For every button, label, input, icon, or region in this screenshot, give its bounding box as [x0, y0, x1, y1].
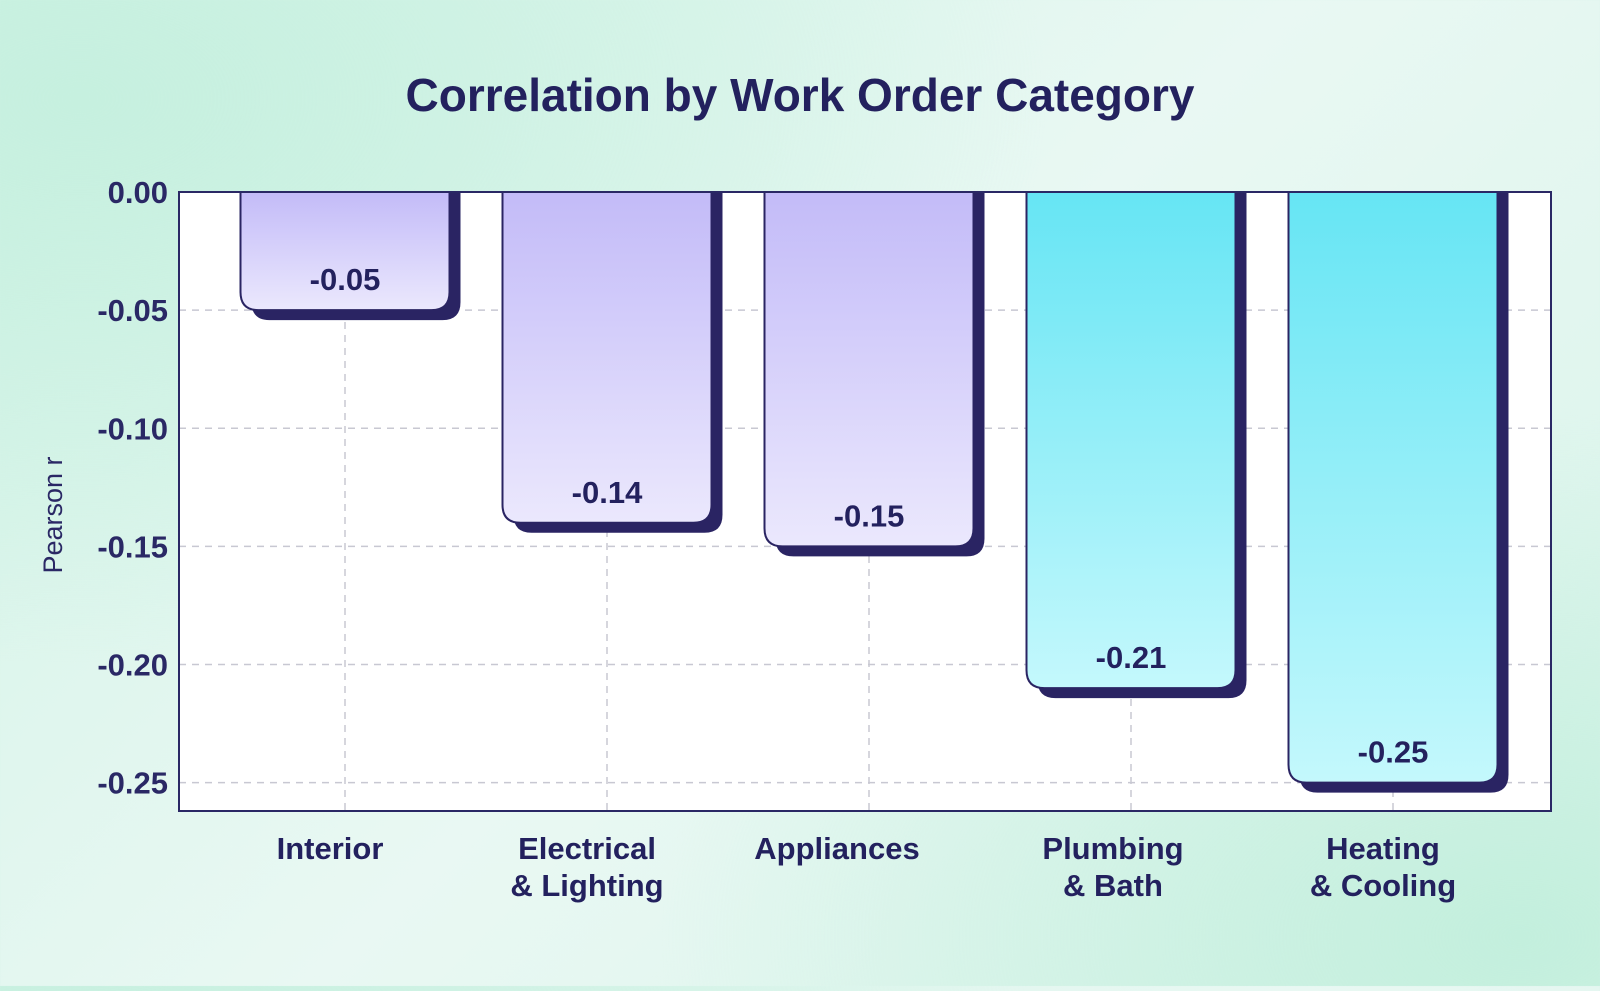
- y-tick-label-4: -0.20: [97, 648, 168, 683]
- x-tick-label-4: Heating & Cooling: [1310, 831, 1456, 903]
- bar-value-label-0: -0.05: [310, 262, 381, 297]
- x-tick-label-line: & Lighting: [510, 868, 663, 903]
- x-tick-label-0: Interior: [277, 831, 384, 866]
- y-tick-label-0: 0.00: [108, 175, 168, 210]
- y-tick-label-1: -0.05: [97, 293, 168, 328]
- x-tick-label-line: Plumbing: [1042, 831, 1183, 866]
- y-tick-label-2: -0.10: [97, 411, 168, 446]
- bar-3: [1025, 191, 1237, 690]
- y-tick-labels: 0.00 -0.05 -0.10 -0.15 -0.20 -0.25: [97, 175, 168, 801]
- y-tick-label-3: -0.15: [97, 529, 168, 564]
- bar-value-label-2: -0.15: [834, 498, 905, 533]
- bar-4: [1287, 191, 1499, 784]
- bar-0: [239, 191, 451, 312]
- x-tick-label-3: Plumbing & Bath: [1042, 831, 1183, 903]
- y-tick-label-5: -0.25: [97, 766, 168, 801]
- bar-value-label-4: -0.25: [1358, 735, 1429, 770]
- x-tick-label-1: Electrical & Lighting: [510, 831, 663, 903]
- chart-title: Correlation by Work Order Category: [406, 69, 1195, 121]
- x-tick-label-line: & Cooling: [1310, 868, 1456, 903]
- plot-frame: [178, 191, 1552, 812]
- x-tick-label-line: Interior: [277, 831, 384, 866]
- x-tick-labels: Interior Electrical & Lighting Appliances Pl…: [277, 831, 1457, 903]
- x-tick-label-line: Electrical: [518, 831, 656, 866]
- bar-value-label-1: -0.14: [572, 475, 643, 510]
- bars-group: -0.05 -0.14 -0.15 -0.21 -0.25: [239, 191, 1509, 793]
- bar-value-label-3: -0.21: [1096, 640, 1167, 675]
- bar-1: [501, 191, 713, 524]
- y-axis-label: Pearson r: [38, 456, 68, 573]
- x-tick-label-line: Appliances: [754, 831, 919, 866]
- x-tick-label-line: Heating: [1326, 831, 1440, 866]
- bar-2: [763, 191, 975, 548]
- x-tick-label-2: Appliances: [754, 831, 919, 866]
- x-tick-label-line: & Bath: [1063, 868, 1163, 903]
